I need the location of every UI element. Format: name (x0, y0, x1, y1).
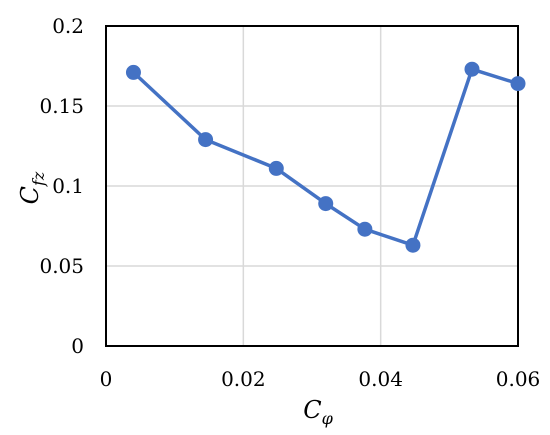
data-point (198, 132, 214, 148)
data-point (510, 76, 526, 92)
y-tick-label: 0.05 (39, 254, 84, 278)
x-axis-title: Cφ (303, 396, 333, 428)
data-point (405, 237, 421, 253)
data-point (318, 196, 334, 212)
y-tick-label: 0 (71, 334, 84, 358)
plot-frame (105, 25, 519, 347)
grid (106, 26, 518, 346)
x-axis-title-main: C (303, 396, 321, 424)
x-tick-label: 0.02 (221, 367, 266, 391)
x-tick-label: 0.06 (496, 367, 541, 391)
data-point (464, 61, 480, 77)
x-tick-label: 0 (100, 367, 113, 391)
data-point (357, 221, 373, 237)
y-axis-title: Cfz (16, 171, 48, 204)
series-layer (125, 61, 526, 253)
data-point (125, 64, 141, 80)
tick-labels: 0 0.02 0.04 0.06 0 0.05 0.1 0.15 0.2 (39, 14, 540, 391)
data-point (268, 160, 284, 176)
series-line (132, 67, 519, 247)
y-tick-label: 0.1 (52, 174, 84, 198)
y-axis-title-main: C (16, 186, 44, 204)
x-tick-label: 0.04 (358, 367, 403, 391)
y-tick-label: 0.2 (52, 14, 84, 38)
y-tick-label: 0.15 (39, 94, 84, 118)
y-axis-title-subscript: fz (29, 171, 48, 187)
x-axis-title-subscript: φ (322, 409, 334, 428)
